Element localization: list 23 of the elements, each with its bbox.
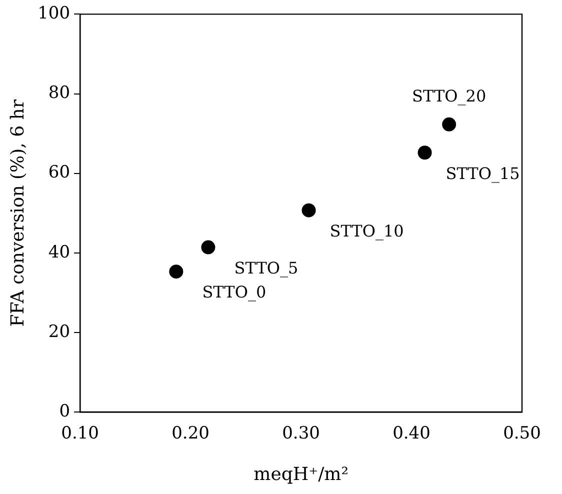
x-tick-label: 0.50	[503, 424, 541, 444]
y-tick-label: 80	[48, 83, 70, 104]
point	[302, 203, 316, 218]
y-tick-label: 20	[48, 322, 70, 342]
annotation: STTO_20	[412, 86, 486, 106]
x-tick-label: 0.40	[392, 424, 430, 444]
point	[418, 146, 432, 160]
y-tick-label: 60	[48, 162, 70, 183]
x-tick-label: 0.30	[282, 424, 320, 444]
point	[442, 117, 456, 132]
point	[201, 240, 216, 254]
x-tick-label: 0.20	[172, 424, 210, 444]
annotation: STTO_0	[202, 282, 266, 302]
y-tick-label: 0	[59, 401, 70, 422]
x-axis-title: meqH⁺/m²	[254, 464, 348, 485]
annotation: STTO_15	[446, 164, 520, 183]
annotation: STTO_5	[234, 258, 298, 278]
x-tick-label: 0.10	[61, 424, 99, 444]
point	[169, 264, 184, 279]
annotation: STTO_10	[330, 221, 404, 240]
y-tick-label: 40	[48, 242, 70, 262]
y-tick-label: 100	[38, 4, 70, 24]
y-axis-title: FFA conversion (%), 6 hr	[7, 99, 28, 327]
